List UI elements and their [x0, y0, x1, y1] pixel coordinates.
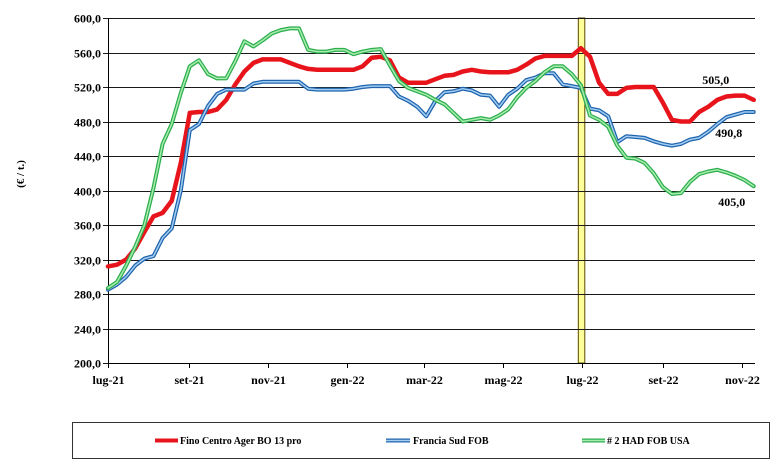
y-tick-label: 320,0: [74, 254, 101, 268]
legend-label: Fino Centro Ager BO 13 pro: [180, 436, 301, 447]
end-value-label: 405,0: [718, 195, 745, 209]
legend-item-had-fob-usa: # 2 HAD FOB USA: [582, 436, 691, 447]
x-tick-label: lug-21: [92, 373, 124, 387]
series-line: [105, 45, 756, 269]
y-tick-label: 480,0: [74, 116, 101, 130]
legend-box: [72, 422, 770, 459]
end-value-label: 490,8: [715, 126, 742, 140]
series-line-highlight: [107, 27, 755, 289]
series-fino-centro: [105, 45, 756, 269]
legend: Fino Centro Ager BO 13 pro Francia Sud F…: [72, 422, 770, 459]
y-tick-label: 240,0: [74, 323, 101, 337]
highlight-band-layer: [577, 17, 586, 364]
x-tick-label: lug-22: [566, 373, 598, 387]
y-tick-label: 600,0: [74, 12, 101, 26]
legend-item-fino-centro: Fino Centro Ager BO 13 pro: [155, 436, 301, 447]
gridlines: [108, 18, 755, 364]
series-lines: [105, 26, 756, 292]
legend-item-francia-sud-fob: Francia Sud FOB: [386, 436, 489, 447]
highlight-band: [577, 17, 586, 364]
x-tick-label: nov-21: [251, 373, 286, 387]
end-value-label: 505,0: [702, 73, 729, 87]
end-value-labels: 505,0 490,8 405,0: [702, 73, 745, 209]
y-tick-label: 520,0: [74, 81, 101, 95]
x-axis-ticks: lug-21 set-21 nov-21 gen-22 mar-22 mag-22 lug-…: [92, 363, 760, 387]
y-tick-label: 440,0: [74, 150, 101, 164]
y-axis-ticks: 200,0 240,0 280,0 320,0 360,0 400,0 440,0 480,0…: [74, 12, 108, 371]
legend-label: # 2 HAD FOB USA: [607, 436, 691, 447]
axes: [108, 18, 755, 364]
series-francia-sud-fob: [106, 71, 756, 292]
y-tick-label: 400,0: [74, 185, 101, 199]
y-tick-label: 280,0: [74, 288, 101, 302]
series-line-highlight: [107, 72, 755, 291]
x-tick-label: gen-22: [331, 373, 365, 387]
legend-label: Francia Sud FOB: [413, 436, 489, 447]
y-tick-label: 360,0: [74, 219, 101, 233]
series-had-fob-usa: [106, 26, 756, 290]
y-tick-label: 200,0: [74, 357, 101, 371]
y-axis-label: (€ / t.): [15, 160, 27, 188]
x-tick-label: nov-22: [725, 373, 760, 387]
x-tick-label: set-22: [649, 373, 679, 387]
x-tick-label: set-21: [175, 373, 205, 387]
y-tick-label: 560,0: [74, 47, 101, 61]
x-tick-label: mar-22: [406, 373, 443, 387]
x-tick-label: mag-22: [485, 373, 523, 387]
